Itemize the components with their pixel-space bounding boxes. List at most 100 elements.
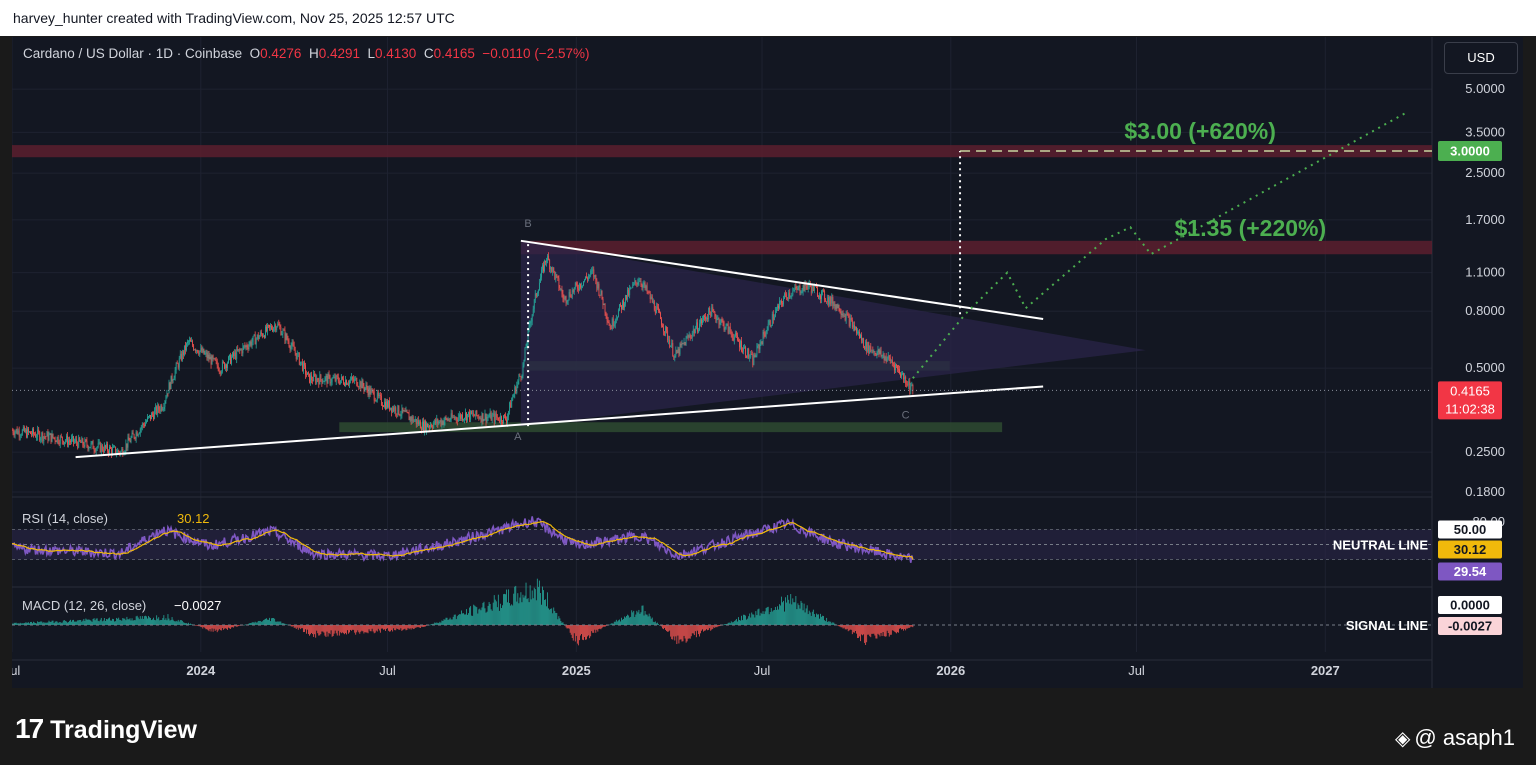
candle-body (591, 270, 593, 272)
candle-body (834, 304, 836, 309)
macd-histogram-bar (747, 618, 749, 625)
candle-body (856, 326, 857, 333)
macd-histogram-bar (50, 622, 52, 625)
macd-histogram-bar (744, 614, 745, 625)
candle-body (727, 323, 729, 334)
candle-body (859, 331, 860, 339)
macd-histogram-bar (383, 625, 384, 630)
macd-histogram-bar (424, 625, 425, 627)
candle-body (907, 384, 909, 386)
macd-histogram-bar (108, 618, 109, 625)
macd-histogram-bar (368, 625, 370, 630)
candle-body (284, 330, 286, 341)
point-label: B (524, 218, 531, 230)
candle-body (264, 335, 265, 338)
macd-histogram-bar (776, 606, 778, 625)
candle-body (362, 380, 364, 386)
macd-histogram-bar (115, 621, 117, 625)
candle-body (111, 448, 112, 455)
rsi-value-tag-bg (1438, 562, 1502, 581)
macd-histogram-bar (319, 625, 321, 636)
macd-histogram-bar (550, 608, 552, 625)
macd-histogram-bar (518, 603, 520, 625)
tradingview-brand[interactable]: 17 TradingView (15, 713, 197, 745)
candle-body (357, 385, 359, 387)
macd-histogram-bar (622, 619, 623, 625)
currency-button[interactable]: USD (1444, 42, 1518, 74)
candle-body (155, 406, 157, 411)
macd-histogram-bar (226, 625, 227, 629)
candle-body (358, 386, 360, 388)
macd-histogram-bar (661, 625, 662, 627)
macd-histogram-bar (153, 617, 154, 625)
macd-histogram-bar (735, 618, 737, 625)
macd-histogram-bar (478, 609, 480, 625)
candle-body (620, 304, 621, 306)
brand-name: TradingView (50, 716, 197, 744)
candle-body (628, 290, 630, 296)
candle-body (371, 389, 373, 391)
chart-canvas[interactable]: ABC RSI (14, close) 30.12 MACD (12, 26, c… (12, 37, 1523, 688)
macd-histogram-bar (759, 615, 761, 625)
macd-histogram-bar (794, 602, 796, 625)
candle-body (72, 436, 73, 439)
candle-body (607, 320, 609, 322)
macd-histogram-bar (827, 621, 829, 625)
macd-histogram-bar (841, 625, 843, 628)
candle-body (558, 278, 560, 288)
candle-body (476, 410, 478, 416)
candle-body (69, 440, 70, 442)
candle-body (554, 271, 556, 279)
candle-body (636, 282, 638, 285)
candle-body (869, 346, 871, 353)
candle-body (795, 286, 797, 289)
macd-histogram-bar (117, 618, 119, 625)
candle-body (498, 420, 500, 422)
candle-body (749, 357, 751, 358)
macd-histogram-bar (266, 618, 267, 625)
macd-histogram-bar (168, 618, 170, 625)
macd-histogram-bar (671, 625, 673, 640)
macd-histogram-bar (158, 617, 160, 625)
macd-histogram-bar (55, 621, 57, 625)
macd-histogram-bar (249, 622, 251, 625)
candle-body (756, 345, 758, 356)
macd-histogram-bar (236, 625, 238, 627)
macd-histogram-bar (555, 612, 557, 625)
candle-body (276, 326, 278, 331)
symbol-label[interactable]: Cardano / US Dollar · 1D · Coinbase (23, 46, 243, 61)
candle-body (602, 299, 604, 305)
macd-histogram-bar (281, 623, 283, 625)
macd-histogram-bar (116, 617, 118, 625)
candle-body (831, 297, 833, 304)
candle-body (81, 438, 83, 443)
candle-body (603, 303, 605, 305)
candle-body (787, 297, 789, 299)
candle-body (165, 398, 167, 402)
candle-body (246, 345, 248, 348)
candle-body (350, 379, 352, 381)
macd-histogram-bar (175, 620, 177, 625)
candle-body (157, 405, 159, 414)
candle-body (127, 437, 129, 448)
macd-histogram-bar (291, 625, 293, 627)
candle-body (293, 345, 295, 351)
candle-body (378, 395, 380, 396)
macd-histogram-bar (902, 625, 903, 630)
candle-body (746, 355, 748, 358)
macd-histogram-bar (204, 625, 206, 629)
candle-body (243, 345, 245, 347)
macd-histogram-bar (96, 618, 98, 625)
candle-body (475, 410, 477, 417)
macd-histogram-bar (59, 622, 61, 625)
macd-histogram-bar (125, 620, 127, 625)
candle-body (77, 442, 79, 448)
candle-body (874, 351, 876, 354)
macd-histogram-bar (203, 625, 205, 628)
macd-histogram-bar (448, 619, 450, 625)
candle-body (129, 440, 131, 443)
macd-histogram-bar (181, 620, 183, 625)
macd-histogram-bar (302, 625, 304, 633)
macd-histogram-bar (800, 600, 802, 625)
